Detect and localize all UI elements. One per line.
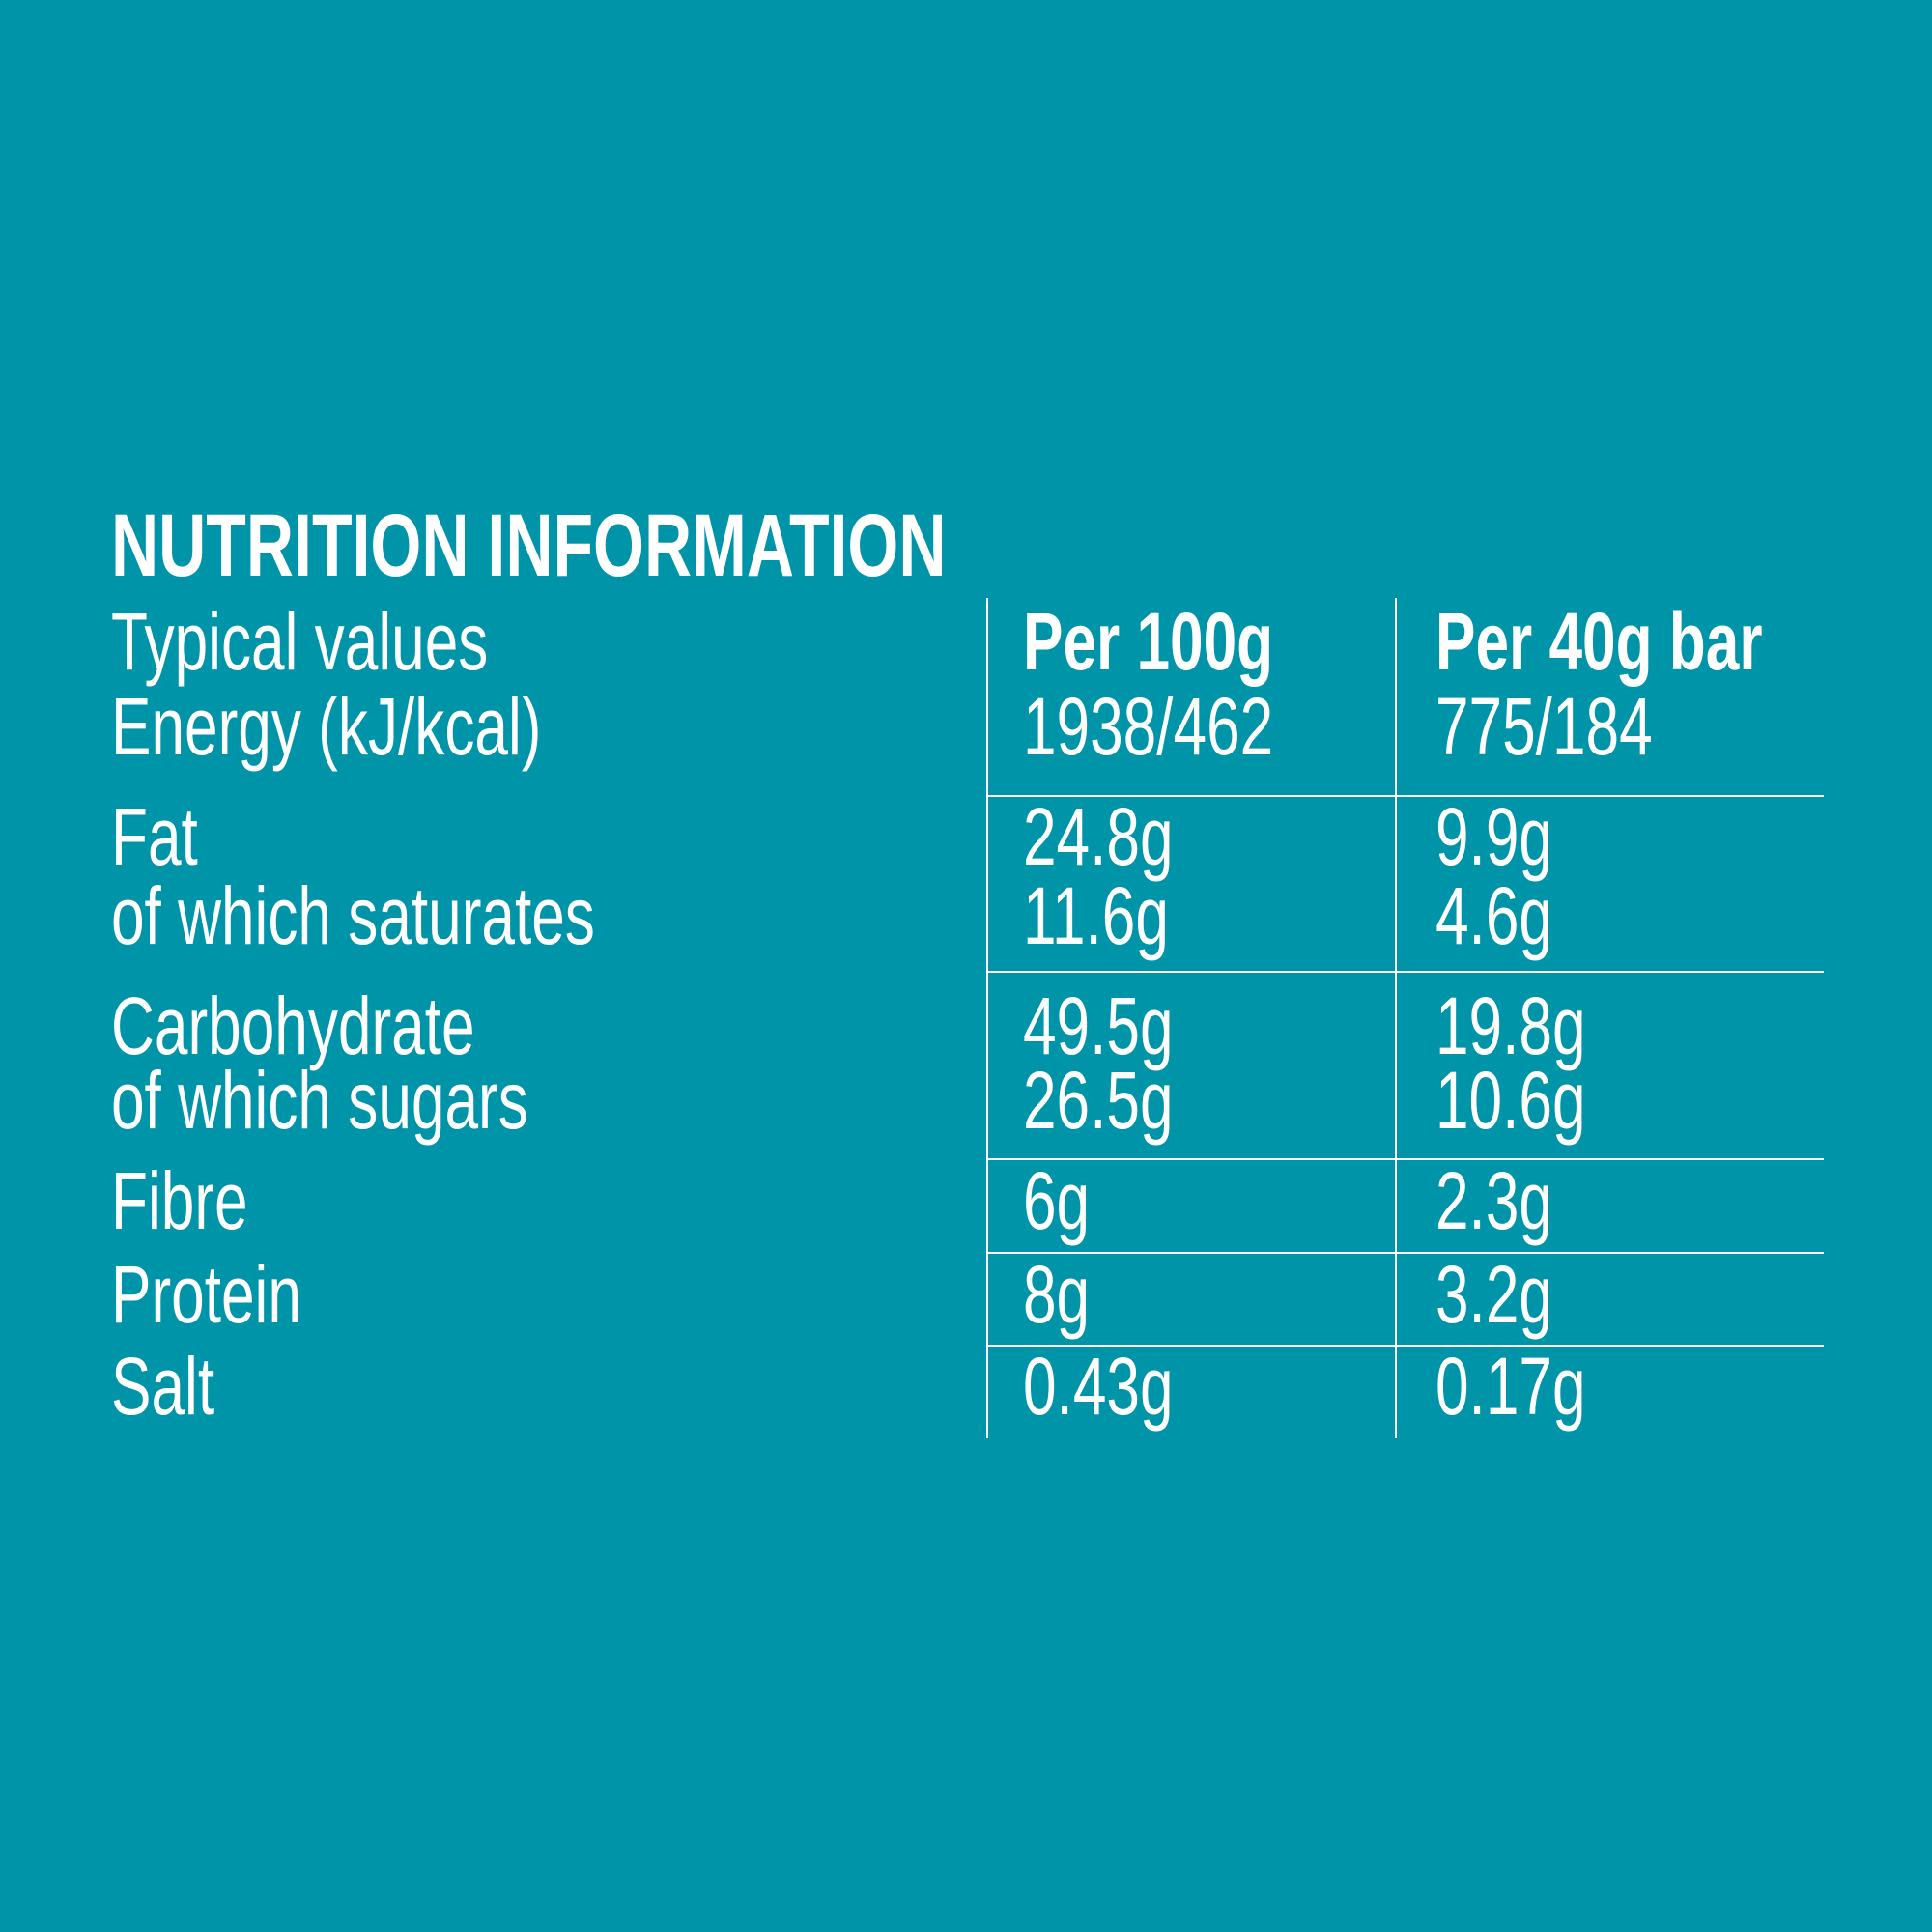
row-label: Salt <box>111 1341 214 1432</box>
title: NUTRITION INFORMATION <box>111 497 947 595</box>
row-label: Fibre <box>111 1155 248 1246</box>
column-header: Per 100g <box>1023 596 1273 687</box>
cell-value: 4.6g <box>1435 870 1552 961</box>
cell-value: 0.17g <box>1435 1341 1586 1432</box>
cell-value: 24.8g <box>1023 791 1174 882</box>
cell-value: 10.6g <box>1435 1055 1586 1146</box>
cell-value: 6g <box>1023 1155 1090 1246</box>
cell-value: 0.43g <box>1023 1341 1174 1432</box>
column-header: Per 40g bar <box>1435 596 1763 687</box>
row-label: Carbohydrate <box>111 980 475 1071</box>
cell-value: 8g <box>1023 1249 1090 1340</box>
cell-value: 11.6g <box>1023 870 1169 961</box>
row-label: of which sugars <box>111 1055 528 1146</box>
row-label: Energy (kJ/kcal) <box>111 681 541 772</box>
cell-value: 2.3g <box>1435 1155 1552 1246</box>
cell-value: 775/184 <box>1435 681 1653 772</box>
cell-value: 26.5g <box>1023 1055 1174 1146</box>
cell-value: 9.9g <box>1435 791 1552 882</box>
cell-value: 1938/462 <box>1023 681 1273 772</box>
row-label: Protein <box>111 1249 301 1340</box>
cell-value: 49.5g <box>1023 980 1174 1071</box>
cell-value: 19.8g <box>1435 980 1586 1071</box>
row-label: of which saturates <box>111 870 595 961</box>
row-label: Fat <box>111 791 198 882</box>
cell-value: 3.2g <box>1435 1249 1552 1340</box>
column-header: Typical values <box>111 596 488 687</box>
